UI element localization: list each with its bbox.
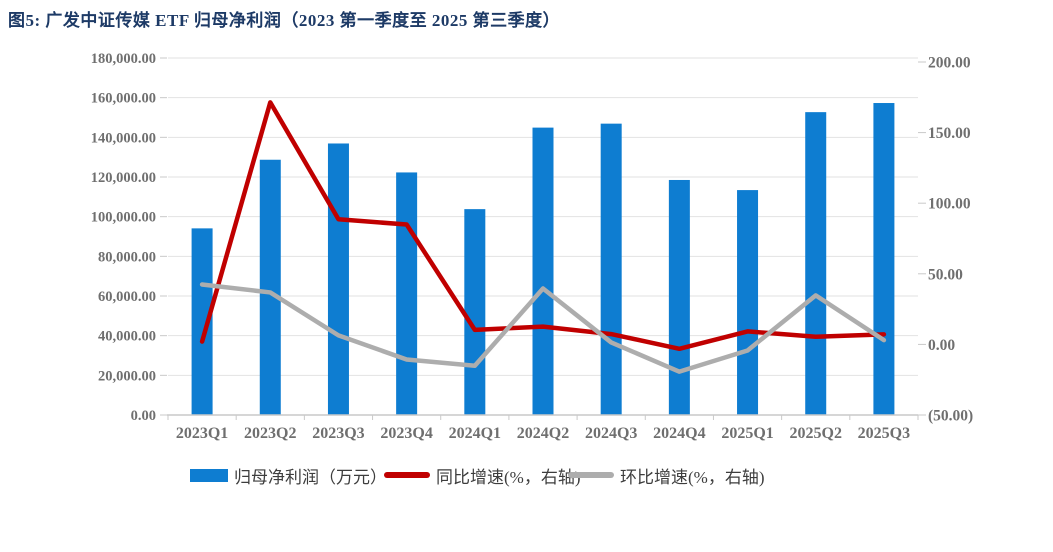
x-axis-label: 2023Q2 [244, 425, 296, 442]
legend-swatch-qoq-line [568, 472, 614, 478]
left-axis-tick: 180,000.00 [91, 51, 156, 67]
x-axis-label: 2025Q2 [790, 425, 842, 442]
bar-2024Q3 [600, 123, 622, 416]
x-axis-label: 2023Q1 [176, 425, 228, 442]
axis-labels: 0.00 20,000.00 40,000.00 60,000.00 80,000.00… [91, 51, 973, 442]
bar-series [191, 103, 895, 416]
bar-2025Q3 [873, 103, 895, 415]
legend: 归母净利润（万元） 同比增速(%，右轴) 环比增速(%，右轴) [190, 468, 764, 487]
axes-and-ticks [160, 57, 926, 420]
right-axis-tick: 100.00 [928, 196, 971, 213]
line-series [199, 100, 887, 374]
x-axis-label: 2024Q1 [449, 425, 501, 442]
legend-label-qoq: 环比增速(%，右轴) [620, 468, 764, 487]
right-axis-tick: 150.00 [928, 125, 971, 142]
left-axis-tick: 60,000.00 [98, 289, 156, 305]
x-axis-label: 2024Q2 [517, 425, 569, 442]
left-axis-tick: 140,000.00 [91, 130, 156, 146]
bar-2023Q2 [259, 159, 281, 415]
bar-2024Q4 [668, 179, 690, 415]
x-axis-label: 2025Q3 [858, 425, 910, 442]
right-axis-tick: 50.00 [928, 266, 963, 283]
legend-swatch-net-profit [190, 469, 228, 482]
left-axis-tick: 120,000.00 [91, 170, 156, 186]
bar-2024Q1 [464, 209, 486, 415]
left-axis-tick: 160,000.00 [91, 91, 156, 107]
bar-2023Q4 [396, 172, 418, 415]
bar-2023Q3 [327, 143, 349, 415]
x-axis-label: 2023Q3 [312, 425, 364, 442]
left-axis-tick: 100,000.00 [91, 210, 156, 226]
x-axis-label: 2024Q3 [585, 425, 637, 442]
left-axis-tick: 0.00 [131, 408, 156, 424]
bar-2025Q2 [805, 112, 827, 416]
left-axis-tick: 40,000.00 [98, 329, 156, 345]
bar-2025Q1 [737, 190, 759, 415]
legend-swatch-yoy-line [384, 472, 430, 478]
left-axis-tick: 20,000.00 [98, 368, 156, 384]
legend-label-yoy: 同比增速(%，右轴) [436, 468, 580, 487]
bar-2023Q1 [191, 228, 213, 415]
left-axis-tick: 80,000.00 [98, 249, 156, 265]
legend-label-net-profit: 归母净利润（万元） [234, 468, 387, 487]
figure-title: 图5: 广发中证传媒 ETF 归母净利润（2023 第一季度至 2025 第三季… [8, 11, 561, 30]
right-axis-tick: 0.00 [928, 337, 955, 354]
right-axis-tick: 200.00 [928, 55, 971, 72]
right-axis-tick: (50.00) [928, 408, 973, 425]
bar-2024Q2 [532, 127, 554, 416]
qoq-growth-line [199, 282, 887, 374]
x-axis-label: 2024Q4 [653, 425, 705, 442]
x-axis-label: 2025Q1 [721, 425, 773, 442]
x-axis-label: 2023Q4 [380, 425, 432, 442]
